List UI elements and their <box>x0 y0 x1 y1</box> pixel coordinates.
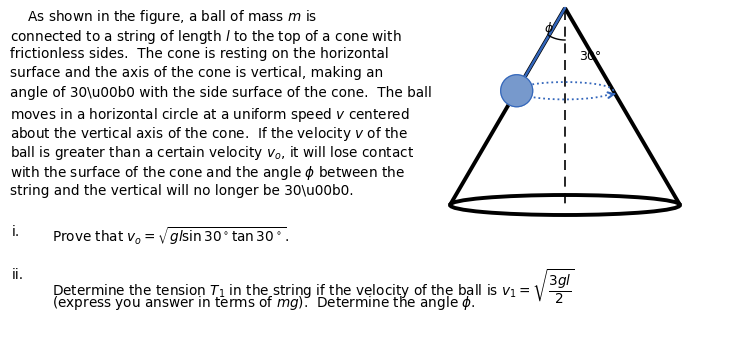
Text: (express you answer in terms of $mg$).  Determine the angle $\phi$.: (express you answer in terms of $mg$). D… <box>52 294 476 312</box>
Text: frictionless sides.  The cone is resting on the horizontal: frictionless sides. The cone is resting … <box>10 47 388 61</box>
Text: about the vertical axis of the cone.  If the velocity $v$ of the: about the vertical axis of the cone. If … <box>10 125 408 143</box>
Text: with the surface of the cone and the angle $\phi$ between the: with the surface of the cone and the ang… <box>10 164 405 182</box>
Text: surface and the axis of the cone is vertical, making an: surface and the axis of the cone is vert… <box>10 66 383 81</box>
Text: As shown in the figure, a ball of mass $m$ is: As shown in the figure, a ball of mass $… <box>10 8 317 26</box>
Circle shape <box>501 75 533 107</box>
Text: i.: i. <box>12 225 20 239</box>
Text: angle of 30\u00b0 with the side surface of the cone.  The ball: angle of 30\u00b0 with the side surface … <box>10 86 432 100</box>
Text: moves in a horizontal circle at a uniform speed $v$ centered: moves in a horizontal circle at a unifor… <box>10 106 410 123</box>
Text: ball is greater than a certain velocity $v_o$, it will lose contact: ball is greater than a certain velocity … <box>10 144 414 163</box>
Text: Prove that $v_o = \sqrt{gl\sin 30^\circ\tan 30^\circ}$.: Prove that $v_o = \sqrt{gl\sin 30^\circ\… <box>52 225 290 247</box>
Text: connected to a string of length $l$ to the top of a cone with: connected to a string of length $l$ to t… <box>10 28 402 45</box>
Text: ii.: ii. <box>12 268 24 282</box>
Text: $\phi$: $\phi$ <box>544 20 554 37</box>
Text: string and the vertical will no longer be 30\u00b0.: string and the vertical will no longer b… <box>10 184 354 197</box>
Text: Determine the tension $T_1$ in the string if the velocity of the ball is $v_1 = : Determine the tension $T_1$ in the strin… <box>52 268 575 306</box>
Text: 30°: 30° <box>579 50 601 63</box>
